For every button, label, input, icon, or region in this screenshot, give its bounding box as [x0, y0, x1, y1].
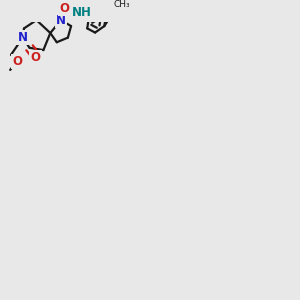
Text: O: O: [13, 55, 22, 68]
Text: CH₃: CH₃: [114, 0, 130, 9]
Text: N: N: [18, 31, 28, 44]
Text: N: N: [56, 14, 66, 27]
Text: O: O: [60, 2, 70, 15]
Text: NH: NH: [71, 6, 91, 19]
Text: O: O: [31, 51, 40, 64]
